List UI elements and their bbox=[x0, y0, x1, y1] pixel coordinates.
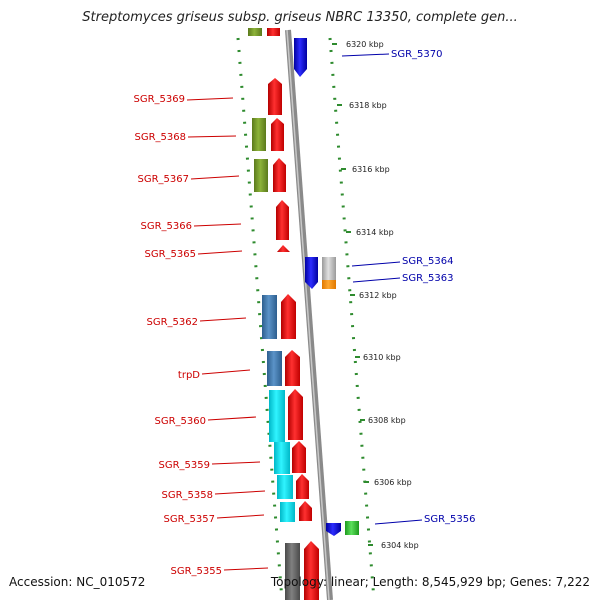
gene-sgr-5357[interactable] bbox=[299, 501, 312, 521]
gene-sgr-5366[interactable] bbox=[276, 200, 289, 240]
genes-count-text: Genes: 7,222 bbox=[509, 575, 590, 589]
leader-sgr-5359 bbox=[211, 461, 261, 465]
gene-steel-trpd[interactable] bbox=[267, 351, 282, 386]
tick-label-6308: 6308 kbp bbox=[368, 416, 406, 425]
scale-ticks bbox=[332, 43, 373, 546]
right-dotted-guide bbox=[328, 37, 376, 600]
gene-sgr-5365[interactable] bbox=[277, 245, 290, 252]
gene-cyan-5359[interactable] bbox=[274, 442, 290, 474]
gene-cyan-5360[interactable] bbox=[269, 390, 285, 442]
gene-grey-5364[interactable] bbox=[322, 257, 336, 280]
right-leader-lines bbox=[341, 53, 423, 525]
leader-sgr-5368 bbox=[187, 135, 237, 138]
gene-trpd[interactable] bbox=[285, 350, 300, 386]
tick-label-6314: 6314 kbp bbox=[356, 228, 394, 237]
label-sgr-5369[interactable]: SGR_5369 bbox=[134, 94, 186, 105]
label-sgr-5360[interactable]: SGR_5360 bbox=[155, 416, 207, 427]
gene-sgr-5364[interactable] bbox=[305, 257, 318, 289]
gene-sgr-5367[interactable] bbox=[273, 158, 286, 192]
leader-sgr-5360 bbox=[207, 416, 257, 421]
genome-summary: Topology: linear; Length: 8,545,929 bp; … bbox=[271, 575, 590, 589]
gene-sgr-5356[interactable] bbox=[345, 521, 359, 535]
label-sgr-5359[interactable]: SGR_5359 bbox=[159, 460, 211, 471]
leader-sgr-5369 bbox=[186, 97, 234, 101]
gene-olive-5368[interactable] bbox=[252, 118, 266, 151]
left-leader-lines bbox=[186, 97, 269, 571]
leader-sgr-5370 bbox=[341, 53, 390, 57]
label-sgr-5363[interactable]: SGR_5363 bbox=[402, 273, 454, 284]
leader-sgr-5367 bbox=[190, 175, 240, 180]
label-sgr-5366[interactable]: SGR_5366 bbox=[141, 221, 193, 232]
plus-strand-genes bbox=[294, 38, 359, 536]
label-sgr-5358[interactable]: SGR_5358 bbox=[162, 490, 214, 501]
leader-sgr-5357 bbox=[216, 514, 265, 519]
gene-cyan-5357[interactable] bbox=[280, 502, 295, 522]
leader-sgr-5362 bbox=[199, 317, 247, 322]
gene-sgr-5359[interactable] bbox=[292, 441, 306, 473]
gene-sgr-5358[interactable] bbox=[296, 474, 309, 499]
genome-backbone bbox=[285, 29, 333, 600]
tick-label-6312: 6312 kbp bbox=[359, 291, 397, 300]
leader-sgr-5364 bbox=[351, 261, 401, 267]
left-dotted-guide bbox=[236, 37, 284, 600]
length-text: Length: 8,545,929 bp bbox=[372, 575, 502, 589]
gene-sgr-5362[interactable] bbox=[281, 294, 296, 339]
tick-label-6320: 6320 kbp bbox=[346, 40, 384, 49]
gene-olive-top[interactable] bbox=[248, 28, 262, 36]
gene-olive-5367[interactable] bbox=[254, 159, 268, 192]
leader-sgr-5355 bbox=[223, 567, 269, 571]
label-trpd[interactable]: trpD bbox=[178, 370, 200, 381]
separator: ; bbox=[364, 575, 373, 589]
gene-sgr-5363[interactable] bbox=[322, 280, 336, 289]
gene-sgr-5368[interactable] bbox=[271, 118, 284, 151]
gene-sgr-5369[interactable] bbox=[268, 78, 282, 115]
backbone-highlight bbox=[286, 29, 330, 600]
gene-sgr-5370[interactable] bbox=[294, 38, 307, 77]
leader-trpd bbox=[201, 369, 251, 375]
page-title: Streptomyces griseus subsp. griseus NBRC… bbox=[82, 10, 518, 25]
label-sgr-5368[interactable]: SGR_5368 bbox=[135, 132, 187, 143]
leader-sgr-5365 bbox=[197, 250, 243, 255]
accession-text: Accession: NC_010572 bbox=[9, 575, 146, 589]
tick-label-6306: 6306 kbp bbox=[374, 478, 412, 487]
label-sgr-5370[interactable]: SGR_5370 bbox=[391, 49, 443, 60]
leader-sgr-5358 bbox=[214, 490, 266, 495]
topology-text: Topology: linear bbox=[270, 575, 365, 589]
label-sgr-5357[interactable]: SGR_5357 bbox=[164, 514, 216, 525]
gene-steel-5362[interactable] bbox=[262, 295, 277, 339]
label-sgr-5364[interactable]: SGR_5364 bbox=[402, 256, 454, 267]
gene-blue-5356[interactable] bbox=[326, 523, 341, 536]
gene-sgr-5360[interactable] bbox=[288, 389, 303, 440]
gene-cyan-5358[interactable] bbox=[277, 475, 293, 499]
gene-sgr-5355[interactable] bbox=[304, 541, 319, 600]
label-sgr-5355[interactable]: SGR_5355 bbox=[171, 566, 223, 577]
gene-dgrey-5355[interactable] bbox=[285, 543, 300, 600]
tick-label-6304: 6304 kbp bbox=[381, 541, 419, 550]
tick-label-6318: 6318 kbp bbox=[349, 101, 387, 110]
minus-strand-genes bbox=[248, 28, 319, 600]
label-sgr-5365[interactable]: SGR_5365 bbox=[145, 249, 197, 260]
leader-sgr-5356 bbox=[374, 519, 423, 525]
label-sgr-5362[interactable]: SGR_5362 bbox=[147, 317, 199, 328]
leader-sgr-5363 bbox=[352, 277, 401, 283]
separator: ; bbox=[502, 575, 510, 589]
label-sgr-5367[interactable]: SGR_5367 bbox=[138, 174, 190, 185]
tick-label-6316: 6316 kbp bbox=[352, 165, 390, 174]
tick-label-6310: 6310 kbp bbox=[363, 353, 401, 362]
leader-sgr-5366 bbox=[193, 223, 242, 227]
gene-red-top[interactable] bbox=[267, 28, 280, 36]
label-sgr-5356[interactable]: SGR_5356 bbox=[424, 514, 476, 525]
